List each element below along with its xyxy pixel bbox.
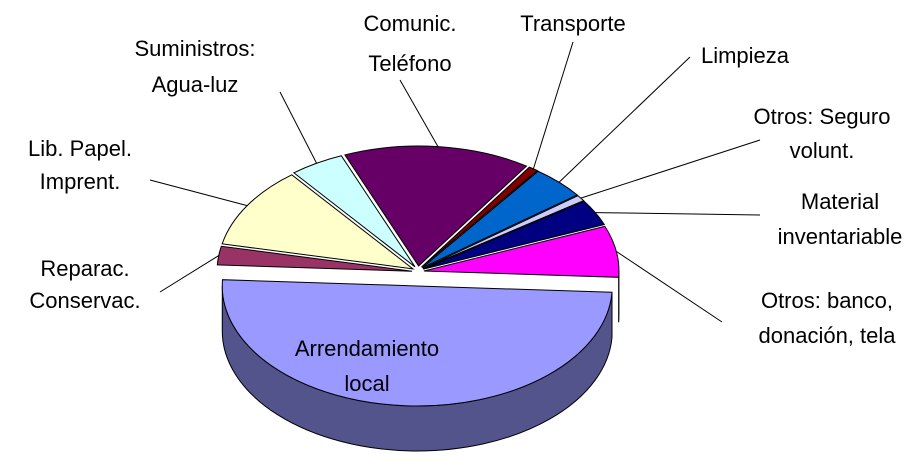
slice-label: Reparac. Conservac. [29, 256, 140, 313]
label-line: Arrendamiento [295, 336, 439, 361]
label-line: Agua-luz [152, 72, 239, 97]
label-line: inventariable [778, 224, 903, 249]
leader-line [580, 139, 761, 199]
label-line: Reparac. [40, 256, 129, 281]
leader-line [399, 79, 439, 147]
label-line: Otros: Seguro [754, 104, 891, 129]
slice [423, 225, 620, 278]
label-line: volunt. [790, 138, 855, 163]
slice-label: Lib. Papel. Imprent. [28, 136, 132, 194]
label-line: local [344, 371, 389, 396]
leader-line [149, 179, 248, 207]
leader-line [279, 91, 318, 164]
leader-line [595, 212, 761, 216]
label-line: Lib. Papel. [28, 136, 132, 161]
leader-line [532, 41, 574, 169]
tops [216, 145, 620, 407]
label-line: Limpieza [701, 43, 790, 68]
label-line: Imprent. [40, 169, 121, 194]
label-line: Material [801, 189, 879, 214]
slice-label: Comunic. Teléfono [364, 11, 457, 76]
slice-label: Arrendamiento local [295, 336, 439, 396]
label-line: Conservac. [29, 288, 140, 313]
slice [221, 279, 613, 407]
slice [221, 174, 415, 270]
slice-label: Material inventariable [778, 189, 903, 249]
slice [344, 145, 528, 267]
label-line: donación, tela [759, 323, 897, 348]
label-line: Teléfono [368, 51, 451, 76]
slice [292, 155, 416, 268]
leader-line [159, 255, 219, 293]
label-line: Transporte [520, 11, 626, 36]
label-line: Otros: banco, [761, 288, 893, 313]
slice-label: Otros: Seguro volunt. [754, 104, 891, 163]
slice [421, 170, 579, 269]
leader-line [616, 250, 723, 323]
slice [421, 166, 539, 268]
slice-label: Otros: banco, donación, tela [759, 288, 897, 348]
slice-label: Transporte [520, 11, 626, 36]
slice-label: Suministros: Agua-luz [134, 36, 255, 97]
slice [216, 245, 413, 272]
slice-label: Limpieza [701, 43, 790, 68]
leader-line [558, 56, 691, 183]
label-line: Suministros: [134, 36, 255, 61]
label-line: Comunic. [364, 11, 457, 36]
